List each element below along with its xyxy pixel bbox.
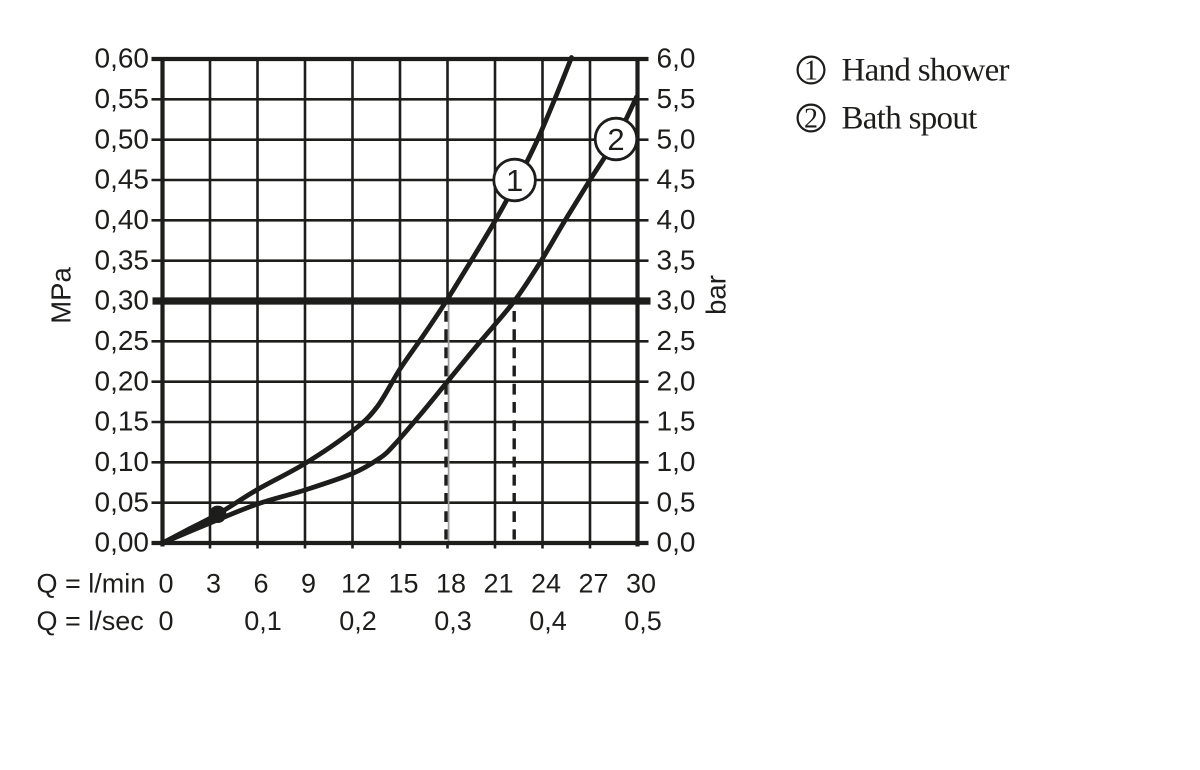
svg-text:0,00: 0,00 (95, 527, 150, 558)
svg-text:Q = l/sec: Q = l/sec (37, 606, 144, 636)
svg-text:Q = l/min: Q = l/min (37, 569, 146, 599)
svg-text:0,0: 0,0 (657, 527, 696, 558)
svg-text:0,5: 0,5 (624, 606, 662, 636)
svg-text:6: 6 (253, 569, 268, 599)
svg-text:0,15: 0,15 (95, 406, 150, 437)
svg-text:6,0: 6,0 (657, 43, 696, 74)
svg-text:15: 15 (388, 569, 418, 599)
svg-text:3,0: 3,0 (657, 285, 696, 316)
svg-text:4,0: 4,0 (657, 204, 696, 235)
svg-text:0,3: 0,3 (434, 606, 472, 636)
svg-text:0,55: 0,55 (95, 83, 150, 114)
svg-text:0,10: 0,10 (95, 446, 150, 477)
svg-text:5,5: 5,5 (657, 83, 696, 114)
svg-text:0,5: 0,5 (657, 486, 696, 517)
svg-text:1,5: 1,5 (657, 406, 696, 437)
svg-text:5,0: 5,0 (657, 123, 696, 154)
svg-text:2,0: 2,0 (657, 365, 696, 396)
svg-text:27: 27 (578, 569, 608, 599)
svg-text:2: 2 (607, 122, 624, 157)
svg-text:4,5: 4,5 (657, 164, 696, 195)
svg-text:0,20: 0,20 (95, 365, 150, 396)
svg-text:1,0: 1,0 (657, 446, 696, 477)
svg-text:0,05: 0,05 (95, 486, 150, 517)
svg-text:1: 1 (804, 56, 818, 87)
svg-text:3,5: 3,5 (657, 244, 696, 275)
svg-text:21: 21 (483, 569, 513, 599)
svg-text:24: 24 (531, 569, 561, 599)
svg-text:2: 2 (804, 104, 818, 135)
svg-text:12: 12 (341, 569, 371, 599)
svg-text:bar: bar (701, 275, 732, 315)
svg-text:0,50: 0,50 (95, 123, 150, 154)
svg-text:0,2: 0,2 (339, 606, 377, 636)
svg-text:2,5: 2,5 (657, 325, 696, 356)
svg-text:MPa: MPa (46, 267, 77, 324)
svg-text:30: 30 (626, 569, 656, 599)
svg-text:0,1: 0,1 (244, 606, 282, 636)
svg-text:0,40: 0,40 (95, 204, 150, 235)
svg-text:0,45: 0,45 (95, 164, 150, 195)
svg-text:0,4: 0,4 (529, 606, 567, 636)
svg-text:0,30: 0,30 (95, 285, 150, 316)
svg-text:0,60: 0,60 (95, 43, 150, 74)
svg-text:1: 1 (506, 163, 523, 198)
svg-text:Hand shower: Hand shower (842, 53, 1010, 89)
svg-text:Bath spout: Bath spout (842, 101, 978, 137)
svg-text:0: 0 (158, 606, 173, 636)
svg-text:0,35: 0,35 (95, 244, 150, 275)
svg-text:3: 3 (206, 569, 221, 599)
svg-text:0,25: 0,25 (95, 325, 150, 356)
svg-text:18: 18 (436, 569, 466, 599)
svg-text:0: 0 (158, 569, 173, 599)
svg-text:9: 9 (301, 569, 316, 599)
